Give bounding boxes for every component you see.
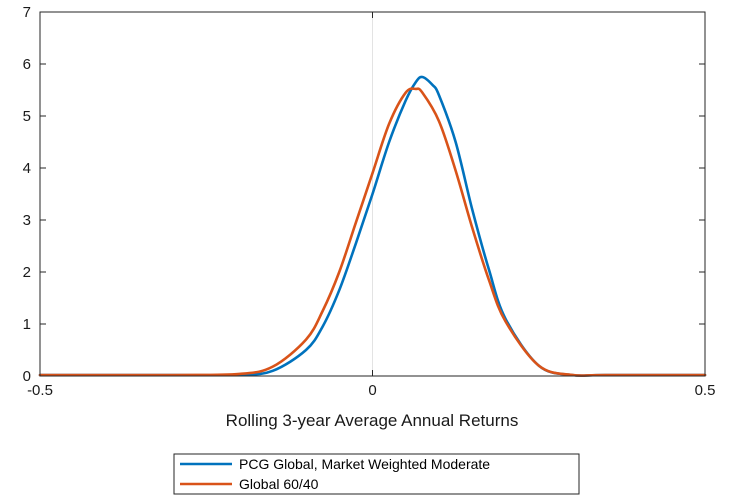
y-tick-label: 5: [23, 108, 31, 125]
y-tick-label: 3: [23, 212, 31, 229]
legend-box: [173, 453, 580, 495]
y-tick-label: 2: [23, 264, 31, 281]
x-tick-label: 0: [368, 382, 376, 399]
series-line-1: [38, 87, 707, 377]
series-layer: [38, 75, 707, 377]
legend-label-pcg: PCG Global, Market Weighted Moderate: [239, 456, 490, 472]
y-tick-label: 1: [23, 316, 31, 333]
y-tick-label: 4: [23, 160, 31, 177]
y-tick-label: 0: [23, 368, 31, 385]
y-tick-label: 6: [23, 56, 31, 73]
y-tick-label: 7: [23, 4, 31, 21]
x-tick-label: 0.5: [695, 382, 716, 399]
y-tick-labels: 0 1 2 3 4 5 6 7: [23, 4, 31, 385]
legend-label-global-60-40: Global 60/40: [239, 476, 319, 492]
x-tick-labels: -0.5 0 0.5: [27, 382, 715, 399]
legend: PCG Global, Market Weighted Moderate Glo…: [173, 453, 580, 495]
x-axis-label: Rolling 3-year Average Annual Returns: [226, 411, 519, 430]
x-tick-label: -0.5: [27, 382, 53, 399]
ticks-layer: [39, 11, 706, 377]
